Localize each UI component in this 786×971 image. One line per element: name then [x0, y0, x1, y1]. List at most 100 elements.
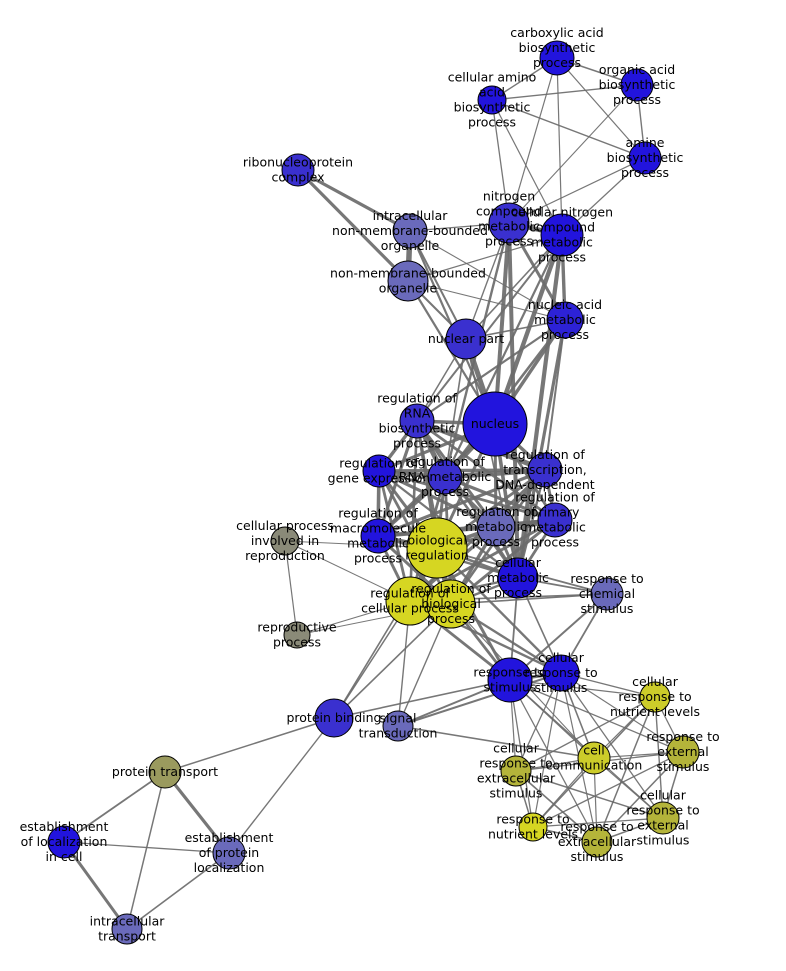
graph-node-organic-acid-biosynthetic-process[interactable]: [620, 68, 654, 102]
graph-node-establishment-of-localization-in-cell[interactable]: [47, 825, 81, 859]
graph-edge: [333, 603, 452, 719]
graph-node-regulation-of-transcription-dna-dependent[interactable]: [527, 452, 563, 488]
graph-edge: [509, 679, 684, 753]
graph-edge: [509, 679, 656, 698]
graph-node-protein-transport[interactable]: [148, 755, 182, 789]
graph-edge: [556, 57, 646, 159]
graph-edge: [333, 547, 438, 719]
graph-edge: [508, 84, 638, 224]
graph-node-cellular-response-to-external-stimulus[interactable]: [646, 801, 680, 835]
graph-edge: [397, 725, 595, 759]
graph-node-response-to-chemical-stimulus[interactable]: [590, 577, 624, 611]
graph-edge: [515, 770, 598, 843]
graph-edge: [508, 57, 558, 224]
graph-node-regulation-of-biological-process[interactable]: [426, 579, 476, 629]
graph-edge: [407, 280, 566, 321]
graph-node-regulation-of-metabolic-process[interactable]: [476, 507, 516, 547]
graph-edge: [491, 84, 638, 101]
graph-edge: [409, 230, 566, 321]
graph-edge: [126, 771, 166, 930]
graph-edge: [378, 469, 556, 522]
graph-edge: [62, 841, 129, 930]
graph-edge: [450, 593, 608, 605]
graph-edge: [416, 319, 566, 422]
graph-edge: [532, 817, 664, 828]
node-layer[interactable]: [47, 40, 700, 945]
graph-edge: [126, 852, 230, 930]
graph-node-intracellular-transport[interactable]: [111, 913, 143, 945]
graph-node-amine-biosynthetic-process[interactable]: [628, 141, 662, 175]
graph-node-biological-regulation[interactable]: [406, 517, 468, 579]
graph-node-signal-transduction[interactable]: [382, 710, 414, 742]
graph-node-response-to-external-stimulus[interactable]: [666, 735, 700, 769]
graph-edge: [491, 99, 563, 236]
graph-edge: [228, 717, 335, 854]
graph-edge: [333, 679, 511, 719]
graph-node-nuclear-part[interactable]: [445, 318, 487, 360]
graph-edge: [515, 234, 565, 579]
graph-edge: [416, 234, 563, 422]
graph-node-cellular-response-to-extracellular-stimulus[interactable]: [500, 755, 532, 787]
graph-node-cellular-response-to-nutrient-levels[interactable]: [639, 681, 671, 713]
graph-edge: [163, 771, 231, 854]
graph-node-nucleic-acid-metabolic-process[interactable]: [546, 301, 584, 339]
graph-edge: [465, 234, 563, 340]
graph-edge: [397, 672, 562, 727]
graph-node-nucleus[interactable]: [462, 391, 528, 457]
graph-edge: [444, 338, 467, 478]
graph-node-regulation-of-macromolecule-metabolic-process[interactable]: [360, 518, 396, 554]
graph-edge: [63, 841, 230, 854]
graph-node-establishment-of-protein-localization[interactable]: [212, 836, 246, 870]
graph-edge: [491, 99, 646, 159]
graph-node-nitrogen-compound-metabolic-process[interactable]: [488, 202, 530, 244]
graph-edge: [407, 234, 563, 282]
graph-node-cellular-response-to-stimulus[interactable]: [542, 654, 580, 692]
graph-node-reproductive-process[interactable]: [283, 621, 311, 649]
graph-node-protein-binding[interactable]: [314, 698, 354, 738]
graph-edge: [544, 319, 566, 471]
graph-edge: [515, 770, 664, 819]
graph-node-response-to-nutrient-levels[interactable]: [518, 812, 548, 842]
graph-node-cellular-process-involved-in-reproduction[interactable]: [270, 526, 300, 556]
graph-node-cellular-amino-acid-biosynthetic-process[interactable]: [477, 85, 507, 115]
graph-node-regulation-of-rna-metabolic-process[interactable]: [427, 459, 463, 495]
graph-node-response-to-extracellular-stimulus[interactable]: [581, 826, 613, 858]
graph-node-cellular-metabolic-process[interactable]: [497, 557, 539, 599]
graph-node-cell-communication[interactable]: [577, 741, 611, 775]
graph-edge: [465, 222, 510, 340]
graph-edge: [509, 679, 534, 828]
graph-edge: [164, 717, 335, 773]
graph-node-regulation-of-primary-metabolic-process[interactable]: [537, 502, 573, 538]
graph-edge: [596, 751, 684, 843]
graph-node-ribonucleoprotein-complex[interactable]: [281, 153, 315, 187]
graph-edge: [654, 696, 664, 819]
graph-node-carboxylic-acid-biosynthetic-process[interactable]: [539, 40, 575, 76]
graph-edge: [508, 157, 646, 224]
graph-edge: [556, 57, 563, 236]
graph-edge: [515, 696, 656, 772]
graph-edge: [491, 99, 510, 224]
graph-node-non-membrane-bounded-organelle[interactable]: [387, 260, 429, 302]
graph-node-response-to-stimulus[interactable]: [487, 657, 533, 703]
graph-edge: [492, 234, 565, 425]
graph-edge: [596, 696, 656, 843]
graph-edge: [532, 751, 684, 828]
graph-node-intracellular-non-membrane-bounded-organelle[interactable]: [392, 213, 428, 249]
graph-edge: [493, 222, 511, 425]
graph-edge: [560, 672, 684, 753]
graph-edge: [560, 672, 664, 819]
graph-node-regulation-of-gene-expression[interactable]: [362, 454, 396, 488]
graph-edge: [377, 468, 546, 538]
graph-edge: [284, 540, 298, 636]
graph-node-regulation-of-rna-biosynthetic-process[interactable]: [399, 403, 435, 439]
graph-edge: [509, 679, 598, 843]
graph-node-cellular-nitrogen-compound-metabolic-process[interactable]: [540, 213, 584, 257]
graph-edge: [63, 771, 166, 843]
graph-edge: [408, 420, 419, 602]
graph-edge: [444, 475, 556, 522]
graph-edge: [297, 168, 411, 233]
edge-layer: [62, 57, 684, 930]
graph-edge: [378, 468, 546, 473]
